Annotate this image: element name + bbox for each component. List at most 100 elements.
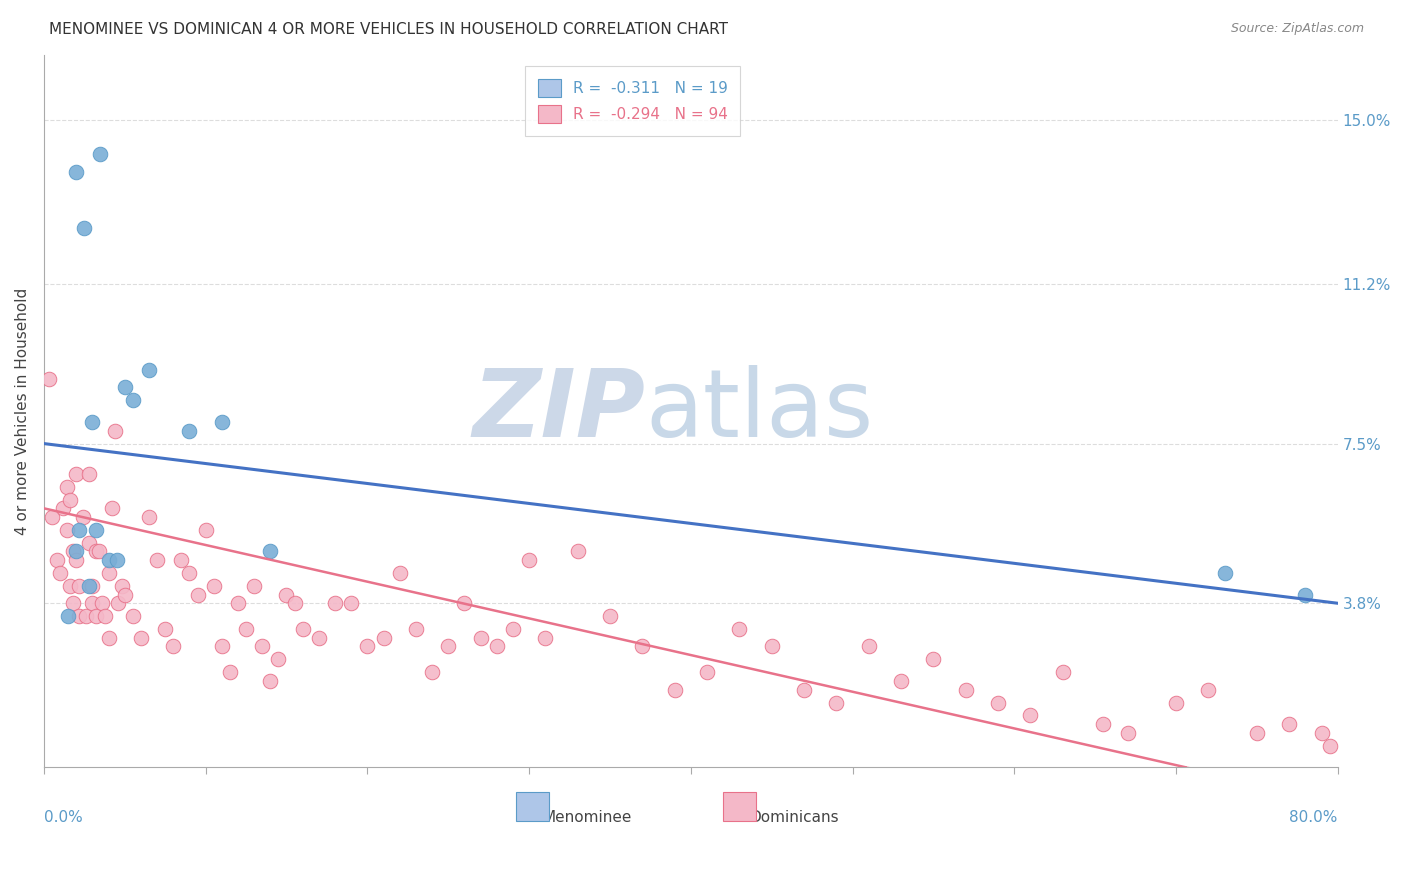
Point	[170, 553, 193, 567]
Point	[89, 147, 111, 161]
Point	[114, 380, 136, 394]
Point	[373, 631, 395, 645]
Point	[517, 553, 540, 567]
Point	[485, 640, 508, 654]
Point	[761, 640, 783, 654]
Point	[121, 609, 143, 624]
Point	[1164, 696, 1187, 710]
Point	[502, 622, 524, 636]
Point	[356, 640, 378, 654]
Point	[107, 596, 129, 610]
Text: Dominicans: Dominicans	[749, 810, 839, 825]
Point	[84, 544, 107, 558]
Text: 80.0%: 80.0%	[1289, 810, 1337, 825]
FancyBboxPatch shape	[723, 792, 755, 821]
Point	[728, 622, 751, 636]
Point	[1213, 566, 1236, 580]
Point	[219, 665, 242, 680]
Point	[56, 609, 79, 624]
Point	[1052, 665, 1074, 680]
Point	[437, 640, 460, 654]
Point	[179, 424, 201, 438]
Point	[631, 640, 654, 654]
Point	[121, 393, 143, 408]
Point	[284, 596, 307, 610]
Point	[179, 566, 201, 580]
Point	[69, 579, 91, 593]
Text: Menominee: Menominee	[543, 810, 633, 825]
Point	[41, 510, 63, 524]
Point	[599, 609, 621, 624]
Point	[77, 536, 100, 550]
Point	[62, 544, 84, 558]
Point	[91, 596, 114, 610]
Point	[858, 640, 880, 654]
Point	[226, 596, 249, 610]
Point	[73, 220, 96, 235]
Point	[664, 682, 686, 697]
Point	[62, 596, 84, 610]
Point	[987, 696, 1010, 710]
Text: atlas: atlas	[645, 365, 873, 458]
Legend: R =  -0.311   N = 19, R =  -0.294   N = 94: R = -0.311 N = 19, R = -0.294 N = 94	[526, 66, 740, 136]
Point	[259, 673, 281, 688]
Point	[890, 673, 912, 688]
Point	[77, 467, 100, 481]
Point	[1319, 739, 1341, 753]
Text: Source: ZipAtlas.com: Source: ZipAtlas.com	[1230, 22, 1364, 36]
Point	[87, 544, 110, 558]
Point	[129, 631, 152, 645]
Point	[955, 682, 977, 697]
Y-axis label: 4 or more Vehicles in Household: 4 or more Vehicles in Household	[15, 287, 30, 535]
Point	[1310, 725, 1333, 739]
Point	[453, 596, 475, 610]
Point	[97, 631, 120, 645]
Point	[84, 609, 107, 624]
Point	[470, 631, 492, 645]
Point	[45, 553, 67, 567]
Point	[793, 682, 815, 697]
Point	[534, 631, 557, 645]
Point	[138, 510, 160, 524]
Point	[49, 566, 72, 580]
Point	[696, 665, 718, 680]
Point	[922, 652, 945, 666]
Point	[82, 415, 104, 429]
Point	[825, 696, 848, 710]
Point	[1294, 588, 1316, 602]
Point	[97, 566, 120, 580]
Point	[235, 622, 257, 636]
Point	[59, 579, 82, 593]
Point	[567, 544, 589, 558]
Point	[211, 640, 233, 654]
Point	[65, 467, 87, 481]
Point	[186, 588, 208, 602]
Point	[104, 424, 127, 438]
Point	[323, 596, 346, 610]
Point	[59, 492, 82, 507]
Point	[65, 164, 87, 178]
Point	[162, 640, 184, 654]
Point	[276, 588, 298, 602]
Point	[146, 553, 169, 567]
Point	[259, 544, 281, 558]
Point	[211, 415, 233, 429]
Point	[405, 622, 427, 636]
Point	[69, 609, 91, 624]
Point	[69, 523, 91, 537]
Point	[1278, 717, 1301, 731]
Point	[252, 640, 274, 654]
Point	[110, 579, 132, 593]
Point	[38, 372, 60, 386]
Point	[84, 523, 107, 537]
Point	[138, 363, 160, 377]
Point	[291, 622, 314, 636]
Point	[114, 588, 136, 602]
Point	[420, 665, 443, 680]
Point	[55, 523, 77, 537]
Point	[75, 609, 97, 624]
Point	[1246, 725, 1268, 739]
Point	[77, 579, 100, 593]
Point	[340, 596, 363, 610]
Point	[105, 553, 128, 567]
